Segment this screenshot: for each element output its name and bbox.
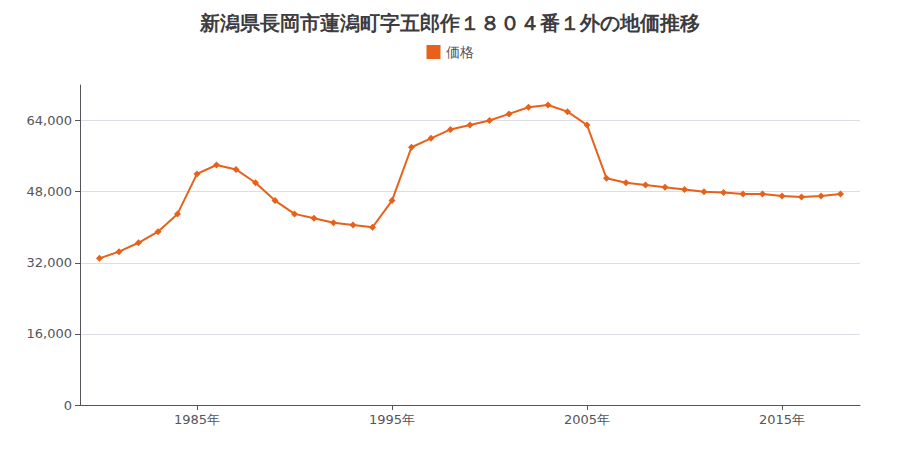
svg-text:2015年: 2015年 <box>759 412 805 427</box>
svg-text:1995年: 1995年 <box>369 412 415 427</box>
svg-text:2005年: 2005年 <box>564 412 610 427</box>
svg-text:64,000: 64,000 <box>27 113 73 128</box>
svg-text:32,000: 32,000 <box>27 255 73 270</box>
svg-text:16,000: 16,000 <box>27 326 73 341</box>
svg-text:価格: 価格 <box>446 44 474 60</box>
svg-text:0: 0 <box>64 398 72 413</box>
svg-text:新潟県長岡市蓮潟町字五郎作１８０４番１外の地価推移: 新潟県長岡市蓮潟町字五郎作１８０４番１外の地価推移 <box>199 11 700 35</box>
svg-text:48,000: 48,000 <box>27 184 73 199</box>
svg-text:1985年: 1985年 <box>174 412 220 427</box>
